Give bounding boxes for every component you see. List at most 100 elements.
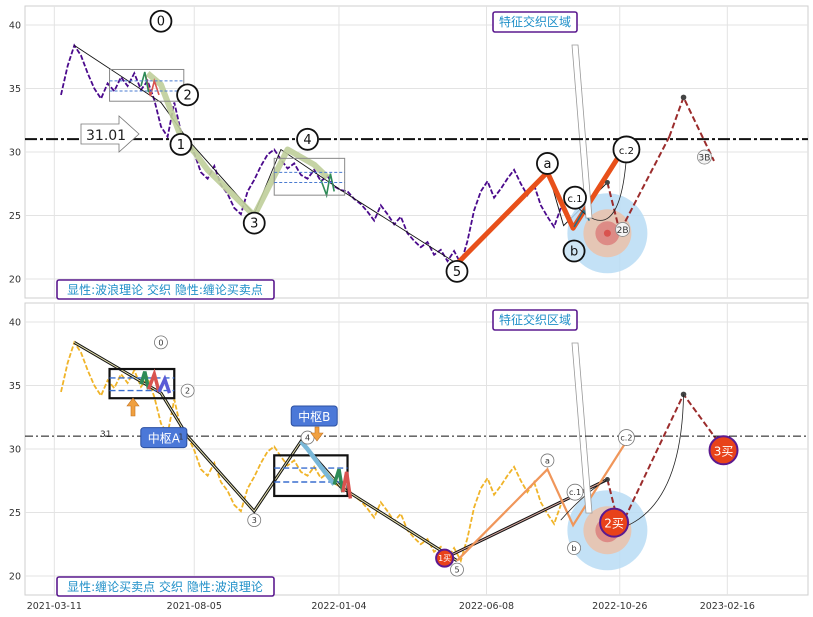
wave-point-label: 5: [453, 265, 461, 280]
legend-box: [56, 279, 275, 300]
segment-line: [332, 468, 345, 493]
connector-curve: [570, 157, 627, 221]
wave-point-label: 3: [250, 217, 258, 232]
x-tick-label: 2021-08-05: [167, 601, 222, 612]
y-tick-label: 20: [9, 571, 21, 582]
x-tick-label: 2021-03-11: [27, 601, 82, 612]
wave-point-label: 2: [183, 88, 191, 103]
buy-point-marker: [708, 435, 739, 466]
y-tick-label: 30: [9, 148, 21, 159]
wave-point-marker: [176, 83, 200, 107]
level-label: 31.01: [86, 128, 126, 144]
wave-point-label: 3: [252, 516, 257, 525]
wave-point-marker: [536, 152, 559, 175]
segment-line: [341, 471, 353, 499]
segment-line: [146, 368, 161, 393]
zhongshu-box: [273, 157, 346, 196]
pointer-arrow: [571, 44, 593, 219]
y-tick-label: 35: [9, 84, 21, 95]
segment-line: [157, 374, 172, 394]
zhongshu-tag: [140, 427, 188, 449]
y-tick-label: 25: [9, 211, 21, 222]
zhongshu-tag-label: 中枢B: [298, 409, 330, 424]
buy-point-marker: [435, 548, 455, 568]
zhongshu-a-box: [108, 367, 176, 400]
segment-line: [139, 371, 151, 390]
feature-box: [492, 309, 578, 331]
wave-point-label: b: [570, 245, 578, 260]
level-label: 31: [100, 430, 111, 440]
buy-point-marker: [615, 222, 631, 237]
pointer-arrow: [571, 342, 593, 514]
marks-layer: [25, 9, 808, 597]
buy-point-label: 1买: [438, 554, 451, 563]
segment-line: [299, 439, 336, 486]
x-tick-label: 2022-10-26: [592, 601, 647, 612]
wave-point-label: c.1: [569, 488, 581, 497]
wave-point-marker: [154, 335, 168, 350]
wave-point-label: 5: [454, 566, 459, 575]
buy-point-marker: [599, 507, 630, 538]
wave-overlay-line: [145, 71, 330, 219]
zhongshu-tag-label: 中枢A: [148, 431, 181, 446]
buy-point-label: 3B: [699, 154, 711, 164]
forecast-point: [604, 179, 610, 185]
x-tick-label: 2023-02-16: [700, 601, 755, 612]
y-tick-label: 30: [9, 445, 21, 456]
tag-arrow: [310, 426, 324, 442]
wave-point-marker: [612, 135, 641, 164]
wave-abc-line: [455, 143, 629, 266]
zhongshu-tag: [290, 405, 338, 427]
wave-point-label: a: [543, 157, 551, 172]
connector-curve: [628, 394, 684, 526]
wave-abc-line: [456, 440, 628, 562]
y-tick-label: 35: [9, 381, 21, 392]
wave-point-label: 1: [177, 138, 185, 153]
wave-point-label: c.2: [620, 434, 632, 443]
y-tick-label: 40: [9, 318, 21, 329]
wave-point-marker: [450, 562, 464, 577]
wave-point-label: c.2: [619, 146, 634, 157]
target-circle-center: [603, 229, 611, 237]
y-tick-label: 20: [9, 274, 21, 285]
buy-point-label: 2B: [617, 226, 629, 236]
wave-point-marker: [618, 429, 635, 446]
wave-point-label: 0: [158, 338, 163, 347]
wave-detail-line: [320, 173, 335, 199]
wave-point-label: 1: [178, 432, 183, 441]
buy-point-label: 2买: [604, 517, 624, 531]
feature-box: [492, 11, 578, 33]
wave-point-marker: [247, 513, 262, 527]
wave-point-marker: [563, 185, 587, 210]
y-tick-label: 40: [9, 21, 21, 32]
level-arrow: [80, 115, 140, 153]
buy-point-label: 3买: [714, 444, 734, 458]
wave-point-marker: [562, 239, 586, 263]
wave-point-label: 2: [185, 387, 190, 396]
tag-arrow: [126, 397, 140, 417]
wave-point-marker: [180, 383, 195, 398]
legend-box: [56, 576, 275, 597]
forecast-point: [680, 94, 687, 101]
wave-point-label: 0: [157, 15, 165, 30]
wave-point-marker: [296, 127, 319, 151]
feature-box-label: 特征交织区域: [499, 312, 571, 327]
x-tick-label: 2022-06-08: [459, 601, 514, 612]
wave-point-label: 4: [303, 133, 311, 148]
wave-point-label: b: [572, 544, 577, 553]
legend-box-label: 显性:波浪理论 交织 隐性:缠论买卖点: [67, 282, 263, 297]
price-series-line: [60, 340, 562, 564]
wave-point-label: a: [545, 456, 550, 465]
wave-point-marker: [300, 430, 315, 445]
wave-point-marker: [445, 259, 469, 283]
wave-point-label: c.1: [568, 194, 583, 205]
wave-point-marker: [242, 211, 266, 235]
wave-point-marker: [566, 483, 584, 501]
buy-point-marker: [697, 149, 712, 165]
legend-box-label: 显性:缠论买卖点 交织 隐性:波浪理论: [67, 579, 263, 594]
wave-point-marker: [567, 541, 581, 555]
wave-point-label: 4: [305, 434, 310, 443]
